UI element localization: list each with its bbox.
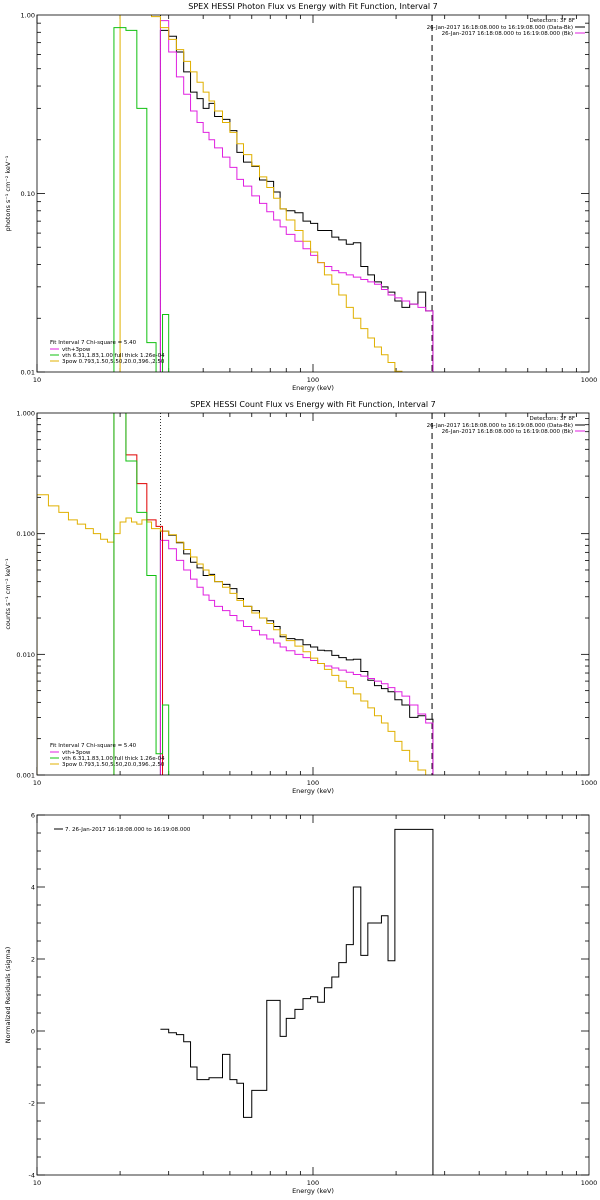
x-axis-label: Energy (keV) (292, 787, 334, 795)
series-data-bk (159, 29, 434, 372)
chart-panel-2: SPEX HESSI Count Flux vs Energy with Fit… (4, 400, 597, 795)
series-vth (113, 413, 170, 775)
legend-top-entry: 26-Jan-2017 16:18:08.000 to 16:19:08.000… (427, 423, 573, 429)
plot-area (113, 15, 434, 372)
x-tick-label: 10 (33, 1179, 41, 1187)
legend-top-entry: 26-Jan-2017 16:18:08.000 to 16:19:08.000… (427, 25, 573, 31)
fit-legend-entry: vth 6.31,1.83,1.00 full thick 1.26e-04 (62, 353, 165, 359)
y-tick-label: 1.000 (16, 410, 35, 418)
legend-top-entry: 26-Jan-2017 16:18:08.000 to 16:19:08.000… (442, 429, 573, 435)
plot-frame (36, 814, 590, 1176)
chart-title: SPEX HESSI Count Flux vs Energy with Fit… (190, 400, 435, 409)
y-tick-label: 0.10 (21, 190, 35, 198)
detectors-label: Detectors: 3F 8F (529, 18, 575, 24)
series-vth-3pow (113, 413, 164, 775)
y-tick-label: 1.00 (21, 12, 35, 20)
y-axis-label: photons s⁻¹ cm⁻² keV⁻¹ (4, 155, 12, 231)
chart-panel-3: 10 100 1000 Energy (keV) -4 -2 0 2 4 6 Normalized … (4, 812, 597, 1196)
legend-entry: 7. 26-Jan-2017 16:18:08.000 to 16:19:08.… (65, 827, 191, 833)
fit-legend-entry: 3pow 0.793,1.50,5.50,20.0,396.,2.50 (62, 359, 165, 365)
y-tick-label: 0 (31, 1028, 35, 1036)
fit-legend-entry: 3pow 0.793,1.50,5.50,20.0,396.,2.50 (62, 762, 165, 768)
y-axis-label: counts s⁻¹ cm⁻² keV⁻¹ (4, 558, 12, 630)
legend-top-entry: 26-Jan-2017 16:18:08.000 to 16:19:08.000… (442, 31, 573, 37)
chart-panel-1: SPEX HESSI Photon Flux vs Energy with Fi… (4, 2, 598, 392)
y-tick-label: 0.010 (16, 651, 35, 659)
plot-frame (36, 14, 590, 373)
plot-area (37, 413, 434, 775)
y-tick-label: 0.100 (16, 530, 35, 538)
fit-legend-entry: vth+3pow (62, 750, 91, 756)
x-tick-label: 100 (307, 1179, 319, 1187)
x-tick-label: 1000 (581, 779, 598, 787)
y-tick-label: 6 (31, 812, 35, 820)
y-axis-label: Normalized Residuals (sigma) (4, 947, 12, 1044)
y-tick-label: -4 (29, 1172, 35, 1180)
plot-frame (36, 412, 590, 776)
series-bk (159, 539, 434, 775)
x-axis-label: Energy (keV) (292, 1187, 334, 1195)
series-3pow (119, 15, 403, 372)
fit-legend-header: Fit Interval 7 Chi-square = 5.40 (50, 340, 137, 346)
x-tick-label: 1000 (581, 376, 598, 384)
plot-area (160, 828, 434, 1175)
detectors-label: Detectors: 3F 8F (529, 416, 575, 422)
y-tick-label: 2 (31, 956, 35, 964)
series-data-bk (159, 530, 434, 775)
fit-legend-entry: vth 6.31,1.83,1.00 full thick 1.26e-04 (62, 756, 165, 762)
x-tick-label: 10 (33, 779, 41, 787)
series-3pow (37, 494, 427, 775)
x-tick-label: 10 (33, 376, 41, 384)
x-tick-label: 1000 (581, 1179, 598, 1187)
fit-legend-header: Fit Interval 7 Chi-square = 5.40 (50, 743, 137, 749)
x-tick-label: 100 (307, 779, 319, 787)
fit-legend-entry: vth+3pow (62, 347, 91, 353)
y-tick-label: 4 (31, 884, 35, 892)
x-axis-label: Energy (keV) (292, 384, 334, 392)
y-tick-label: 0.01 (21, 369, 35, 377)
y-tick-label: 0.001 (16, 772, 35, 780)
chart-title: SPEX HESSI Photon Flux vs Energy with Fi… (188, 2, 438, 11)
y-tick-label: -2 (29, 1100, 35, 1108)
x-tick-label: 100 (307, 376, 319, 384)
series-vth (113, 27, 170, 372)
series-bk (159, 20, 434, 372)
series-residuals (160, 828, 434, 1175)
